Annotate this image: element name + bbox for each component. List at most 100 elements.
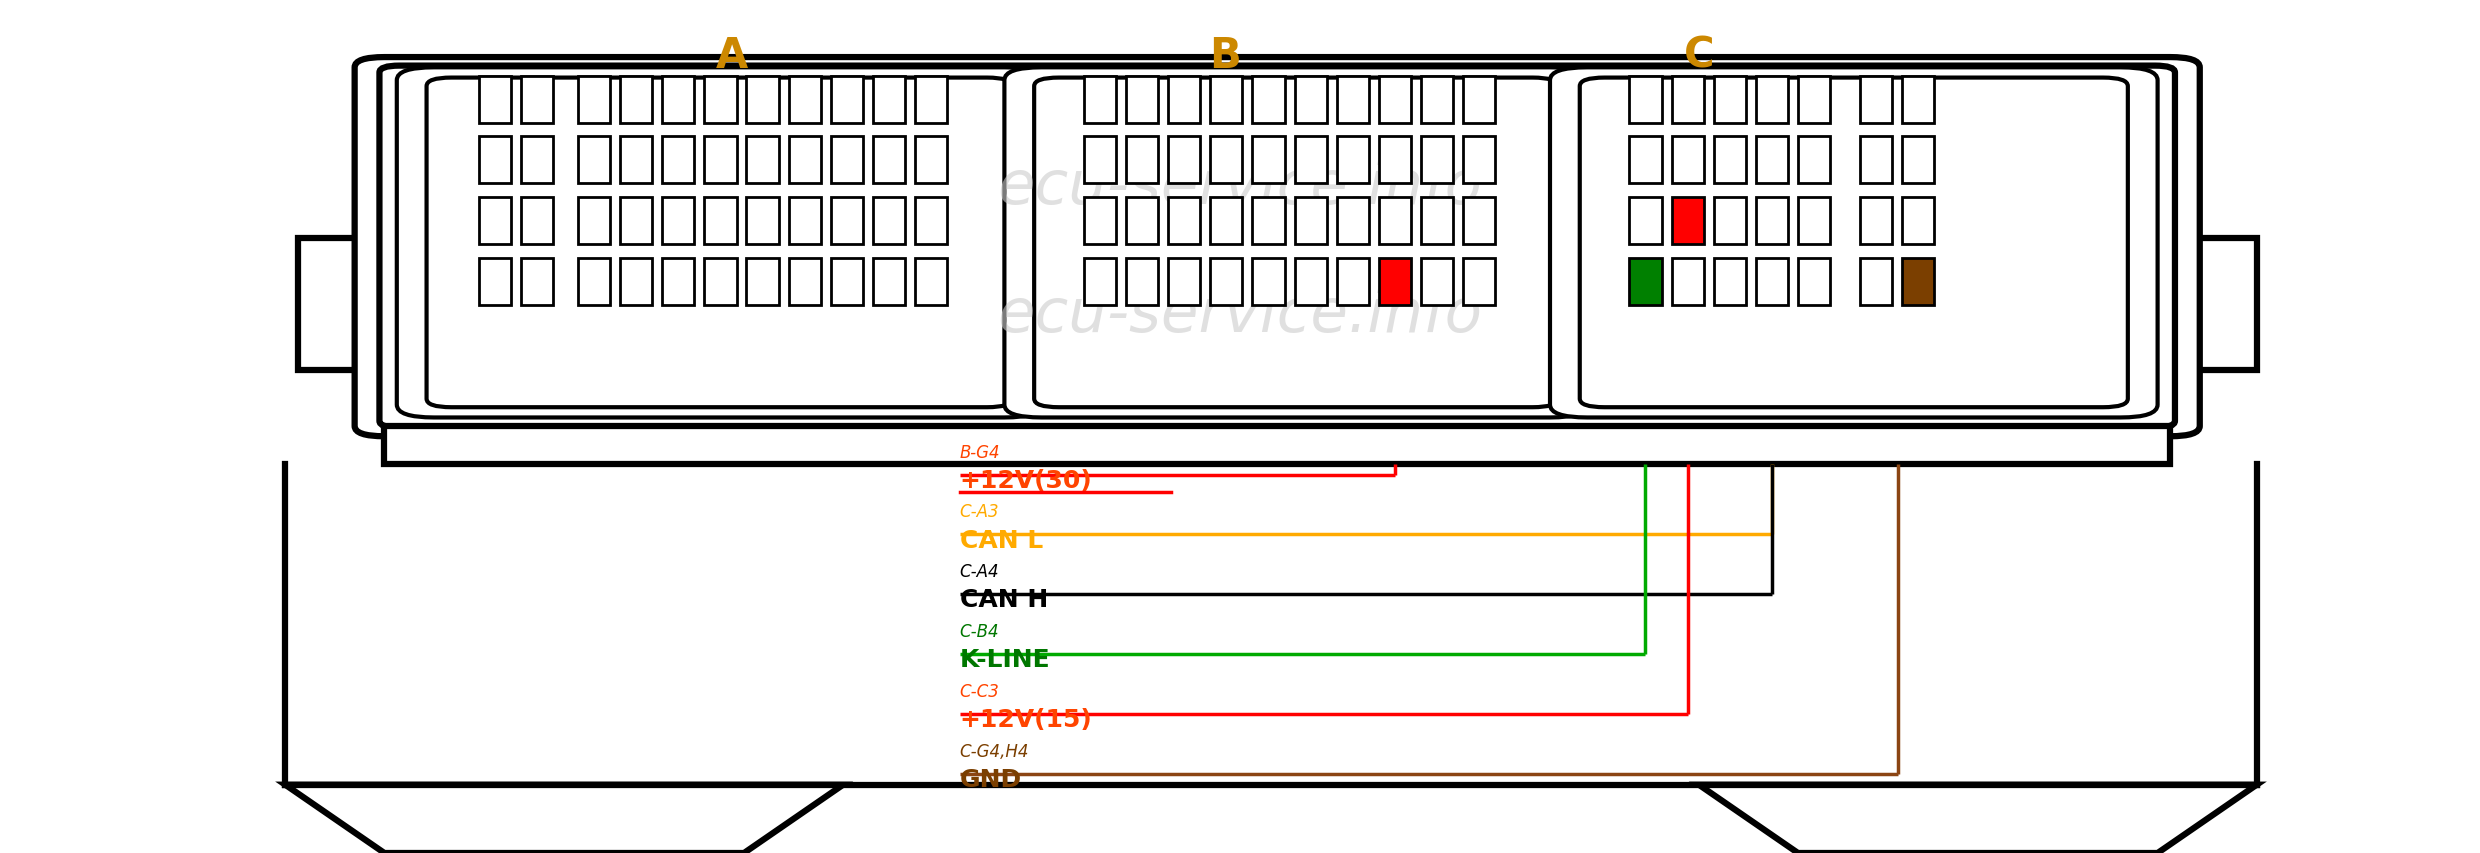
Bar — [831, 198, 863, 245]
Bar — [1629, 77, 1662, 124]
Bar — [1210, 77, 1242, 124]
Bar — [1756, 77, 1788, 124]
Bar — [620, 137, 652, 184]
Bar — [831, 137, 863, 184]
Bar — [915, 198, 947, 245]
Bar — [1463, 198, 1495, 245]
Bar — [662, 258, 694, 305]
Bar — [298, 239, 384, 371]
Bar — [1672, 137, 1704, 184]
Text: B-G4: B-G4 — [960, 443, 999, 461]
FancyBboxPatch shape — [379, 67, 2175, 428]
Bar — [1902, 77, 1934, 124]
Bar — [1714, 137, 1746, 184]
Text: +12V(30): +12V(30) — [960, 468, 1094, 492]
Bar — [479, 77, 511, 124]
Bar — [1126, 77, 1158, 124]
Bar — [578, 198, 610, 245]
Bar — [1421, 137, 1453, 184]
FancyBboxPatch shape — [355, 58, 2200, 437]
Bar — [521, 77, 553, 124]
Bar — [1252, 198, 1285, 245]
Bar — [2170, 239, 2257, 371]
Bar — [1295, 258, 1327, 305]
FancyBboxPatch shape — [1580, 78, 2128, 408]
Bar — [789, 137, 821, 184]
Bar — [384, 426, 2170, 465]
Text: C-B4: C-B4 — [960, 622, 999, 641]
Text: +12V(15): +12V(15) — [960, 707, 1094, 731]
Bar — [1295, 137, 1327, 184]
Bar — [1714, 198, 1746, 245]
Bar — [1902, 258, 1934, 305]
Bar — [915, 258, 947, 305]
Bar — [704, 137, 737, 184]
Bar — [1629, 137, 1662, 184]
Bar — [1084, 77, 1116, 124]
Bar — [662, 137, 694, 184]
Bar — [521, 137, 553, 184]
Bar — [1126, 137, 1158, 184]
Bar — [1714, 77, 1746, 124]
Bar — [873, 258, 905, 305]
Bar — [1168, 137, 1200, 184]
Bar — [915, 77, 947, 124]
Bar — [479, 198, 511, 245]
Bar — [704, 77, 737, 124]
Text: C-C3: C-C3 — [960, 682, 999, 700]
Bar — [1210, 198, 1242, 245]
Polygon shape — [285, 785, 843, 853]
Bar — [1337, 258, 1369, 305]
Bar — [1126, 258, 1158, 305]
Bar — [1421, 77, 1453, 124]
Bar — [789, 258, 821, 305]
Bar — [1463, 258, 1495, 305]
FancyBboxPatch shape — [1034, 78, 1557, 408]
Bar — [1902, 137, 1934, 184]
Bar — [1084, 198, 1116, 245]
Bar — [1252, 137, 1285, 184]
Bar — [620, 258, 652, 305]
FancyBboxPatch shape — [1004, 68, 1587, 418]
Bar — [521, 258, 553, 305]
Bar — [1902, 198, 1934, 245]
Bar — [746, 137, 779, 184]
Bar — [704, 258, 737, 305]
Bar — [1629, 258, 1662, 305]
Bar — [1379, 77, 1411, 124]
Text: C: C — [1684, 34, 1714, 77]
Text: A: A — [714, 34, 749, 77]
Bar — [1379, 137, 1411, 184]
Bar — [1860, 198, 1892, 245]
Bar — [1210, 258, 1242, 305]
Bar — [1421, 198, 1453, 245]
Bar — [1756, 137, 1788, 184]
Bar — [1210, 137, 1242, 184]
Bar — [620, 198, 652, 245]
Bar — [1463, 137, 1495, 184]
Bar — [873, 77, 905, 124]
Bar — [578, 137, 610, 184]
Bar — [704, 198, 737, 245]
Bar — [789, 77, 821, 124]
Bar — [789, 198, 821, 245]
Text: CAN L: CAN L — [960, 528, 1044, 552]
Bar — [1672, 198, 1704, 245]
Text: ecu-service.info: ecu-service.info — [997, 286, 1483, 345]
Bar — [1860, 137, 1892, 184]
Bar — [746, 258, 779, 305]
Bar — [1252, 77, 1285, 124]
Bar — [1168, 77, 1200, 124]
Bar — [1629, 198, 1662, 245]
Bar — [873, 137, 905, 184]
Bar — [873, 198, 905, 245]
FancyBboxPatch shape — [427, 78, 1012, 408]
Bar — [1084, 258, 1116, 305]
Bar — [1252, 258, 1285, 305]
Bar — [1860, 258, 1892, 305]
Bar — [1168, 198, 1200, 245]
Text: C-A4: C-A4 — [960, 562, 999, 581]
Text: ecu-service.info: ecu-service.info — [997, 158, 1483, 218]
Bar — [1337, 137, 1369, 184]
Bar — [1798, 77, 1830, 124]
